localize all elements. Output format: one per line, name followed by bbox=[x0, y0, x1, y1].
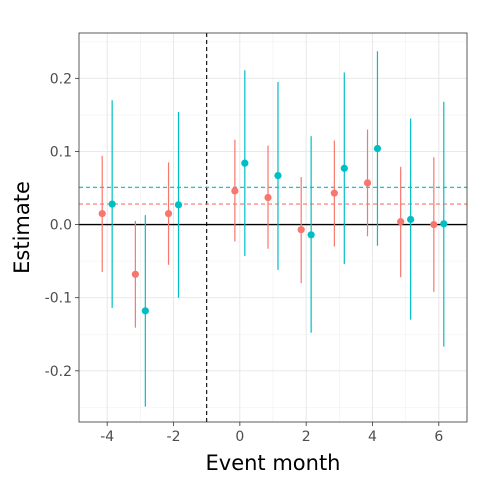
point-series-2 bbox=[241, 159, 249, 167]
minor-gridlines bbox=[79, 33, 467, 422]
point-series-1 bbox=[363, 179, 372, 187]
point-series-1 bbox=[430, 220, 438, 229]
x-tick-label: 6 bbox=[434, 429, 443, 445]
point-series-1 bbox=[330, 189, 338, 197]
x-axis-title: Event month bbox=[206, 451, 341, 475]
point-series-1 bbox=[297, 226, 305, 234]
x-tick-label: 4 bbox=[368, 429, 377, 445]
point-series-2 bbox=[340, 164, 348, 172]
point-series-2 bbox=[407, 215, 415, 224]
x-axis-ticks: -4 -2 0 2 4 6 bbox=[100, 422, 443, 445]
point-series-1 bbox=[131, 270, 139, 278]
y-tick-label: -0.1 bbox=[45, 291, 72, 307]
y-tick-label: 0.0 bbox=[50, 218, 72, 234]
point-series-1 bbox=[164, 210, 173, 218]
x-tick-label: -2 bbox=[167, 429, 181, 445]
y-tick-label: -0.2 bbox=[45, 364, 72, 380]
x-tick-label: -4 bbox=[100, 429, 114, 445]
series-mean-lines bbox=[79, 186, 467, 205]
point-series-2 bbox=[108, 200, 116, 208]
point-series-1 bbox=[98, 210, 106, 218]
y-tick-label: 0.1 bbox=[50, 144, 72, 160]
point-series-2 bbox=[174, 201, 183, 209]
y-tick-label: 0.2 bbox=[50, 71, 72, 87]
y-axis-ticks: -0.2 -0.1 0.0 0.1 0.2 bbox=[45, 71, 79, 380]
point-series-2 bbox=[274, 171, 282, 180]
data-marks bbox=[98, 51, 448, 407]
point-series-2 bbox=[373, 144, 382, 153]
point-series-1 bbox=[264, 193, 272, 202]
point-series-1 bbox=[231, 187, 239, 195]
point-series-2 bbox=[440, 220, 448, 228]
x-tick-label: 2 bbox=[302, 429, 311, 445]
point-series-2 bbox=[141, 307, 149, 315]
point-series-1 bbox=[397, 218, 405, 226]
x-tick-label: 0 bbox=[235, 429, 244, 445]
point-series-2 bbox=[307, 231, 315, 239]
y-axis-title: Estimate bbox=[10, 181, 34, 274]
panel-border bbox=[78, 32, 468, 423]
